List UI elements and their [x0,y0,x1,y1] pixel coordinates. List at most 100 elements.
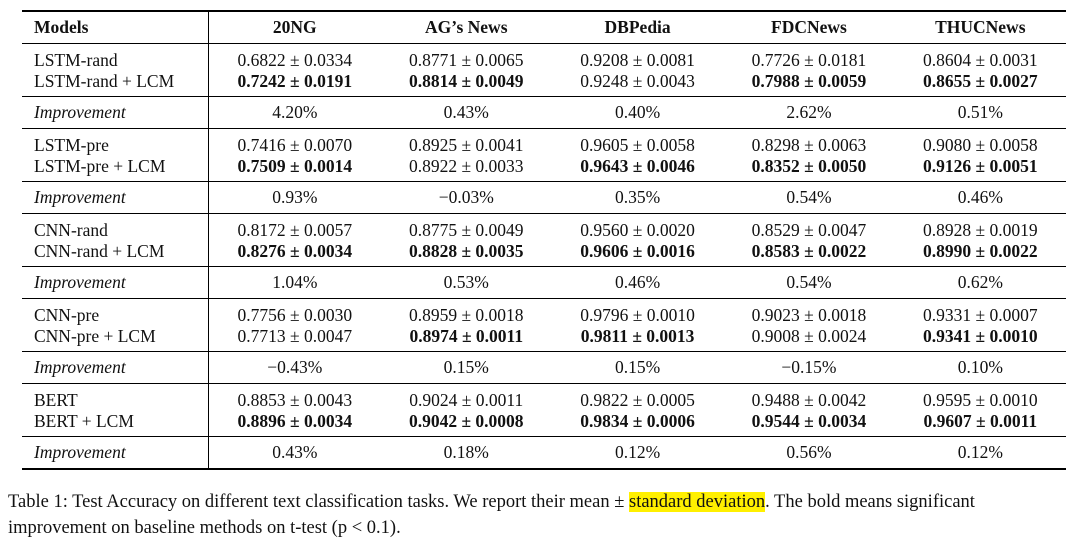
score-value: 0.9341 ± 0.0010 [923,325,1038,346]
improvement-value: 0.62% [894,265,1066,299]
caption-text-start: Table 1: Test Accuracy on different text… [8,492,629,512]
score-cell: 0.9605 ± 0.0058 0.9643 ± 0.0046 [552,128,723,181]
score-value: 0.7509 ± 0.0014 [237,155,353,176]
model-name: BERT + LCM [34,410,134,431]
score-cell: 0.9796 ± 0.0010 0.9811 ± 0.0013 [552,298,723,351]
header-ag-news: AG’s News [380,10,552,44]
score-value: 0.9606 ± 0.0016 [580,240,695,261]
score-value: 0.9042 ± 0.0008 [408,410,524,431]
score-value: 0.9834 ± 0.0006 [580,410,695,431]
score-cell: 0.8771 ± 0.0065 0.8814 ± 0.0049 [381,43,552,96]
improvement-value: 0.56% [723,435,895,470]
score-cell: 0.8928 ± 0.0019 0.8990 ± 0.0022 [895,213,1066,266]
score-cell: 0.9595 ± 0.0010 0.9607 ± 0.0011 [895,383,1066,436]
model-name-cell: CNN-rand CNN-rand + LCM [22,213,209,266]
model-name-cell: LSTM-pre LSTM-pre + LCM [22,128,209,181]
score-value: 0.9488 ± 0.0042 [751,389,867,410]
improvement-value: 4.20% [208,95,381,129]
score-cell: 0.8298 ± 0.0063 0.8352 ± 0.0050 [723,128,894,181]
score-value: 0.9607 ± 0.0011 [923,410,1038,431]
model-pair-row: BERT BERT + LCM 0.8853 ± 0.0043 0.8896 ± 0.… [22,383,1066,436]
improvement-label: Improvement [22,265,209,299]
score-cell: 0.9208 ± 0.0081 0.9248 ± 0.0043 [552,43,723,96]
score-cell: 0.9080 ± 0.0058 0.9126 ± 0.0051 [895,128,1066,181]
table-group: CNN-rand CNN-rand + LCM 0.8172 ± 0.0057 0.8… [22,213,1066,299]
score-value: 0.9024 ± 0.0011 [409,389,524,410]
header-fdcnews: FDCNews [723,10,895,44]
score-value: 0.8922 ± 0.0033 [408,155,524,176]
score-cell: 0.7726 ± 0.0181 0.7988 ± 0.0059 [723,43,894,96]
score-value: 0.9208 ± 0.0081 [580,49,695,70]
improvement-value: 0.43% [380,95,552,129]
model-name: CNN-rand + LCM [34,240,165,261]
score-cell: 0.8959 ± 0.0018 0.8974 ± 0.0011 [381,298,552,351]
improvement-value: −0.03% [380,180,552,214]
table-group: LSTM-pre LSTM-pre + LCM 0.7416 ± 0.0070 0.7… [22,128,1066,214]
score-value: 0.8896 ± 0.0034 [237,410,353,431]
model-name: LSTM-rand [34,49,118,70]
improvement-value: 0.46% [551,265,724,299]
header-row: Models 20NG AG’s News DBPedia FDCNews TH… [22,10,1066,44]
score-value: 0.8959 ± 0.0018 [408,304,524,325]
score-value: 0.8775 ± 0.0049 [408,219,524,240]
score-value: 0.8928 ± 0.0019 [923,219,1038,240]
results-table: Models 20NG AG’s News DBPedia FDCNews TH… [22,10,1066,470]
header-20ng: 20NG [208,10,381,44]
score-value: 0.9822 ± 0.0005 [580,389,695,410]
model-name: CNN-pre + LCM [34,325,156,346]
score-value: 0.9560 ± 0.0020 [580,219,695,240]
score-cell: 0.8925 ± 0.0041 0.8922 ± 0.0033 [381,128,552,181]
header-models: Models [22,10,209,44]
score-value: 0.8529 ± 0.0047 [751,219,867,240]
model-name: LSTM-pre [34,134,109,155]
improvement-value: 0.15% [551,350,724,384]
table-group: BERT BERT + LCM 0.8853 ± 0.0043 0.8896 ± 0.… [22,383,1066,470]
improvement-value: 0.10% [894,350,1066,384]
score-value: 0.8583 ± 0.0022 [751,240,867,261]
improvement-value: 0.43% [208,435,381,470]
score-value: 0.9544 ± 0.0034 [751,410,867,431]
score-cell: 0.8853 ± 0.0043 0.8896 ± 0.0034 [209,383,381,436]
score-value: 0.8771 ± 0.0065 [408,49,524,70]
improvement-value: −0.15% [723,350,895,384]
table-caption: Table 1: Test Accuracy on different text… [8,489,1076,541]
score-value: 0.6822 ± 0.0334 [237,49,353,70]
score-cell: 0.9488 ± 0.0042 0.9544 ± 0.0034 [723,383,894,436]
score-value: 0.8655 ± 0.0027 [923,70,1038,91]
improvement-label: Improvement [22,180,209,214]
score-value: 0.8925 ± 0.0041 [408,134,524,155]
improvement-row: Improvement 4.20% 0.43% 0.40% 2.62% 0.51% [22,95,1066,129]
score-value: 0.9595 ± 0.0010 [923,389,1038,410]
score-value: 0.8974 ± 0.0011 [409,325,524,346]
score-value: 0.8604 ± 0.0031 [923,49,1038,70]
table-header: Models 20NG AG’s News DBPedia FDCNews TH… [22,10,1066,44]
score-value: 0.7756 ± 0.0030 [237,304,353,325]
model-name: CNN-pre [34,304,100,325]
score-cell: 0.9024 ± 0.0011 0.9042 ± 0.0008 [381,383,552,436]
model-pair-row: CNN-pre CNN-pre + LCM 0.7756 ± 0.0030 0.771… [22,298,1066,351]
improvement-value: 0.54% [723,265,895,299]
score-value: 0.8298 ± 0.0063 [751,134,867,155]
improvement-value: 0.35% [551,180,724,214]
model-pair-row: CNN-rand CNN-rand + LCM 0.8172 ± 0.0057 0.8… [22,213,1066,266]
score-cell: 0.9331 ± 0.0007 0.9341 ± 0.0010 [895,298,1066,351]
score-cell: 0.8172 ± 0.0057 0.8276 ± 0.0034 [209,213,381,266]
score-cell: 0.9023 ± 0.0018 0.9008 ± 0.0024 [723,298,894,351]
score-value: 0.8352 ± 0.0050 [751,155,867,176]
score-value: 0.9605 ± 0.0058 [580,134,695,155]
improvement-value: 0.12% [551,435,724,470]
improvement-value: 0.53% [380,265,552,299]
improvement-value: 0.51% [894,95,1066,129]
score-value: 0.8990 ± 0.0022 [923,240,1038,261]
score-value: 0.8172 ± 0.0057 [237,219,353,240]
improvement-value: 0.46% [894,180,1066,214]
score-value: 0.9023 ± 0.0018 [751,304,867,325]
improvement-value: 0.15% [380,350,552,384]
model-name: CNN-rand [34,219,108,240]
improvement-row: Improvement 1.04% 0.53% 0.46% 0.54% 0.62% [22,265,1066,299]
improvement-row: Improvement 0.93% −0.03% 0.35% 0.54% 0.46% [22,180,1066,214]
improvement-label: Improvement [22,350,209,384]
score-value: 0.8276 ± 0.0034 [237,240,353,261]
score-value: 0.8853 ± 0.0043 [237,389,353,410]
